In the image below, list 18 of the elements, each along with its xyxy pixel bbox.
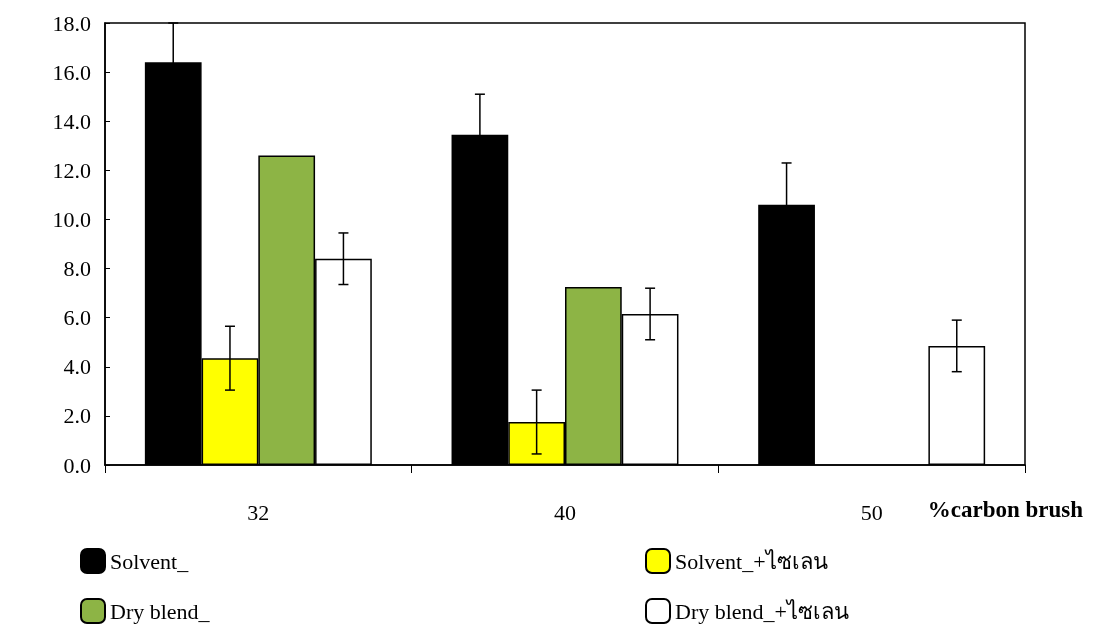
- legend-label: Dry blend_+ไซเลน: [675, 598, 849, 624]
- y-tick-label: 10.0: [52, 206, 91, 232]
- y-tick-label: 12.0: [52, 157, 91, 183]
- x-axis-title: %carbon brush: [927, 497, 1084, 522]
- y-tick-label: 8.0: [63, 256, 91, 282]
- x-tick-label: 40: [554, 499, 576, 525]
- y-tick-label: 14.0: [52, 108, 91, 134]
- x-tick-label: 32: [247, 499, 270, 525]
- legend-label: Solvent_+ไซเลน: [675, 548, 828, 574]
- y-tick-label: 6.0: [63, 305, 91, 331]
- legend-label: Solvent_: [110, 548, 190, 574]
- y-tick-label: 16.0: [52, 59, 91, 85]
- y-tick-label: 0.0: [63, 452, 91, 478]
- x-tick-label: 50: [860, 499, 883, 525]
- legend-label: Dry blend_: [110, 598, 211, 624]
- y-tick-label: 4.0: [63, 354, 91, 380]
- y-tick-label: 2.0: [63, 403, 91, 429]
- y-tick-label: 18.0: [52, 10, 91, 36]
